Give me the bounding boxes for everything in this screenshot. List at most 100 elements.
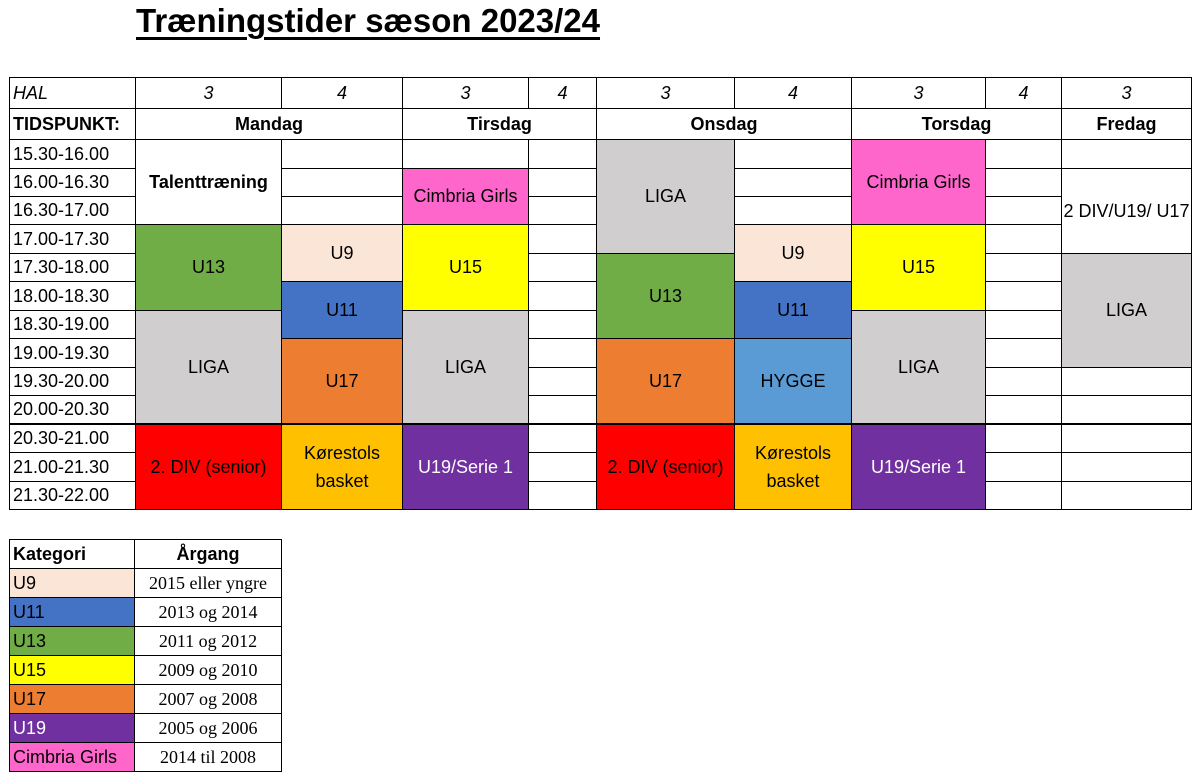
hal-number: 3 xyxy=(596,77,735,109)
empty-cell xyxy=(528,452,597,482)
empty-cell xyxy=(1061,481,1192,510)
time-slot: 15.30-16.00 xyxy=(9,139,136,169)
empty-cell xyxy=(1061,139,1192,169)
tidspunkt-label: TIDSPUNKT: xyxy=(9,108,136,140)
block-u11: U11 xyxy=(734,281,852,339)
empty-cell xyxy=(985,196,1062,225)
block-2div-senior: 2. DIV (senior) xyxy=(135,422,282,510)
time-slot: 21.30-22.00 xyxy=(9,481,136,510)
legend-year: 2014 til 2008 xyxy=(134,742,282,772)
legend-year: 2015 eller yngre xyxy=(134,568,282,598)
empty-cell xyxy=(985,168,1062,197)
day-header-onsdag: Onsdag xyxy=(596,108,852,140)
block-u17: U17 xyxy=(596,338,735,424)
empty-cell xyxy=(528,139,597,169)
block-u13: U13 xyxy=(596,253,735,339)
block-u15: U15 xyxy=(851,224,986,311)
hal-label: HAL xyxy=(9,77,136,109)
block-liga: LIGA xyxy=(851,310,986,424)
block-u17: U17 xyxy=(281,338,403,424)
block-talenttraening: Talenttræning xyxy=(135,139,282,225)
empty-cell xyxy=(528,253,597,282)
block-korestols-basket: Kørestols basket xyxy=(734,422,852,510)
empty-cell xyxy=(734,196,852,225)
empty-cell xyxy=(281,196,403,225)
time-slot: 17.30-18.00 xyxy=(9,253,136,282)
empty-cell xyxy=(528,224,597,254)
block-u19-serie1: U19/Serie 1 xyxy=(851,422,986,510)
empty-cell xyxy=(281,139,403,169)
block-korestols-basket: Kørestols basket xyxy=(281,422,403,510)
page-title: Træningstider sæson 2023/24 xyxy=(136,2,601,39)
empty-cell xyxy=(985,452,1062,482)
block-u9: U9 xyxy=(734,224,852,282)
empty-cell xyxy=(281,168,403,197)
empty-cell xyxy=(985,338,1062,368)
empty-cell xyxy=(528,338,597,368)
block-hygge: HYGGE xyxy=(734,338,852,424)
empty-cell xyxy=(985,224,1062,254)
legend-category: U13 xyxy=(9,626,135,656)
empty-cell xyxy=(1061,395,1192,424)
block-liga: LIGA xyxy=(402,310,529,424)
empty-cell xyxy=(528,168,597,197)
empty-cell xyxy=(528,422,597,453)
time-slot: 19.30-20.00 xyxy=(9,367,136,396)
hal-number: 3 xyxy=(851,77,986,109)
empty-cell xyxy=(734,168,852,197)
legend-year: 2005 og 2006 xyxy=(134,713,282,743)
time-slot: 21.00-21.30 xyxy=(9,452,136,482)
empty-cell xyxy=(528,310,597,339)
time-slot: 20.00-20.30 xyxy=(9,395,136,424)
empty-cell xyxy=(1061,367,1192,396)
empty-cell xyxy=(985,253,1062,282)
empty-cell xyxy=(528,367,597,396)
hal-number: 4 xyxy=(281,77,403,109)
empty-cell xyxy=(402,139,529,169)
legend-year: 2013 og 2014 xyxy=(134,597,282,627)
block-u13: U13 xyxy=(135,224,282,311)
block-korestols-label: Kørestols basket xyxy=(754,442,832,491)
empty-cell xyxy=(985,367,1062,396)
empty-cell xyxy=(528,281,597,311)
empty-cell xyxy=(985,422,1062,453)
time-slot: 18.30-19.00 xyxy=(9,310,136,339)
day-header-torsdag: Torsdag xyxy=(851,108,1062,140)
legend-category: U9 xyxy=(9,568,135,598)
legend-header-argang: Årgang xyxy=(134,539,282,569)
hal-number: 3 xyxy=(402,77,529,109)
time-slot: 16.00-16.30 xyxy=(9,168,136,197)
time-slot: 20.30-21.00 xyxy=(9,422,136,453)
empty-cell xyxy=(1061,452,1192,482)
legend-table: Kategori Årgang U9 2015 eller yngre U11 … xyxy=(9,539,282,772)
hal-number: 4 xyxy=(985,77,1062,109)
block-u9: U9 xyxy=(281,224,403,282)
empty-cell xyxy=(1061,422,1192,453)
legend-category: U11 xyxy=(9,597,135,627)
hal-number: 3 xyxy=(135,77,282,109)
time-slot: 16.30-17.00 xyxy=(9,196,136,225)
empty-cell xyxy=(528,481,597,510)
block-cimbria-girls: Cimbria Girls xyxy=(402,168,529,225)
legend-category: U17 xyxy=(9,684,135,714)
hal-number: 4 xyxy=(528,77,597,109)
time-slot: 19.00-19.30 xyxy=(9,338,136,368)
legend-year: 2007 og 2008 xyxy=(134,684,282,714)
block-liga: LIGA xyxy=(135,310,282,424)
time-slot: 18.00-18.30 xyxy=(9,281,136,311)
block-korestols-label: Kørestols basket xyxy=(303,442,381,491)
legend-year: 2009 og 2010 xyxy=(134,655,282,685)
block-u19-serie1: U19/Serie 1 xyxy=(402,422,529,510)
hal-number: 3 xyxy=(1061,77,1192,109)
empty-cell xyxy=(985,310,1062,339)
day-header-tirsdag: Tirsdag xyxy=(402,108,597,140)
empty-cell xyxy=(734,139,852,169)
block-u15: U15 xyxy=(402,224,529,311)
schedule-table: HAL 3 4 3 4 3 4 3 4 3 TIDSPUNKT: Mandag … xyxy=(9,77,1192,510)
block-liga: LIGA xyxy=(596,139,735,254)
empty-cell xyxy=(985,481,1062,510)
legend-category: U19 xyxy=(9,713,135,743)
legend-header-kategori: Kategori xyxy=(9,539,135,569)
empty-cell xyxy=(985,139,1062,169)
day-header-fredag: Fredag xyxy=(1061,108,1192,140)
